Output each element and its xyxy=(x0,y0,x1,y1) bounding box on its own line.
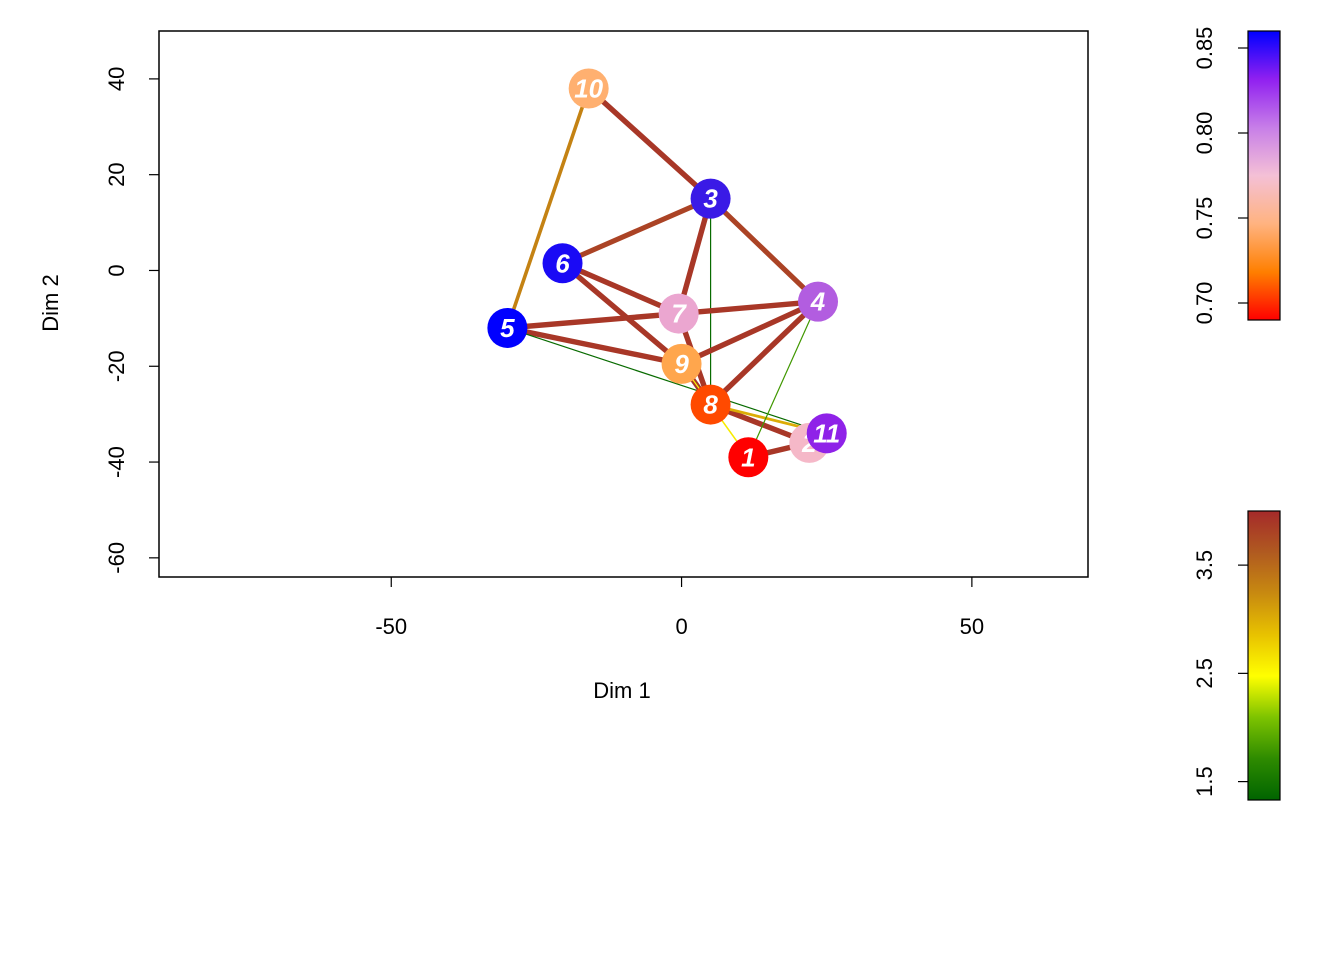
y-tick-label: 0 xyxy=(104,264,129,276)
edge-6-9 xyxy=(559,260,685,367)
edge-6-7 xyxy=(559,260,682,317)
x-tick-label: 50 xyxy=(960,614,984,639)
edge-3-6 xyxy=(559,196,714,266)
node-1 xyxy=(728,437,769,478)
edge-legend-tick-label: 1.5 xyxy=(1192,766,1217,797)
y-tick-label: -20 xyxy=(104,350,129,382)
node-label-10: 10 xyxy=(574,73,603,103)
node-legend-bar xyxy=(1247,30,1281,321)
y-tick-label: 20 xyxy=(104,162,129,186)
y-tick-label: -60 xyxy=(104,542,129,574)
edge-legend-bar xyxy=(1247,510,1281,801)
x-axis-label: Dim 1 xyxy=(593,678,650,703)
edge-5-7 xyxy=(504,310,682,331)
x-tick-label: -50 xyxy=(375,614,407,639)
node-label-1: 1 xyxy=(741,442,755,472)
node-color-legend: 0.70 0.75 0.80 0.85 xyxy=(1192,27,1281,325)
node-label-11: 11 xyxy=(813,418,840,448)
edge-5-11 xyxy=(506,327,828,434)
edge-legend-tick-label: 2.5 xyxy=(1192,658,1217,689)
edge-8-4 xyxy=(707,298,821,408)
plot-area xyxy=(158,30,1089,578)
node-8 xyxy=(690,384,731,425)
edge-legend-tick-label: 3.5 xyxy=(1192,550,1217,581)
node-6 xyxy=(542,243,583,284)
plot-frame xyxy=(158,30,1089,578)
edge-4-1 xyxy=(747,301,819,458)
node-label-7: 7 xyxy=(671,299,687,329)
node-legend-tick-label: 0.75 xyxy=(1192,197,1217,240)
node-layer: 1234567891011 xyxy=(487,68,847,478)
node-label-3: 3 xyxy=(703,184,718,214)
node-7 xyxy=(658,293,699,334)
edge-9-4 xyxy=(678,298,821,367)
node-label-8: 8 xyxy=(703,390,718,420)
edge-3-4 xyxy=(708,196,821,305)
edge-color-legend: 1.5 2.5 3.5 xyxy=(1192,510,1281,801)
node-legend-tick-label: 0.80 xyxy=(1192,112,1217,155)
edge-10-3 xyxy=(585,85,714,202)
edge-5-9 xyxy=(504,325,685,367)
node-10 xyxy=(568,68,609,109)
y-tick-label: 40 xyxy=(104,67,129,91)
node-11 xyxy=(806,413,847,454)
edge-7-4 xyxy=(675,298,821,317)
node-9 xyxy=(661,343,702,384)
edge-10-5 xyxy=(505,86,591,330)
node-legend-tick-label: 0.70 xyxy=(1192,282,1217,325)
node-3 xyxy=(690,178,731,219)
y-tick-label: -40 xyxy=(104,446,129,478)
node-5 xyxy=(487,307,528,348)
node-label-5: 5 xyxy=(500,313,515,343)
x-tick-label: 0 xyxy=(675,614,687,639)
axes: -50 0 50 -60 -40 -20 0 20 40 xyxy=(104,67,984,639)
node-label-9: 9 xyxy=(674,349,689,379)
node-legend-tick-label: 0.85 xyxy=(1192,27,1217,70)
node-4 xyxy=(798,281,839,322)
y-axis-label: Dim 2 xyxy=(38,274,63,331)
node-label-6: 6 xyxy=(555,248,570,278)
node-label-4: 4 xyxy=(810,287,826,317)
